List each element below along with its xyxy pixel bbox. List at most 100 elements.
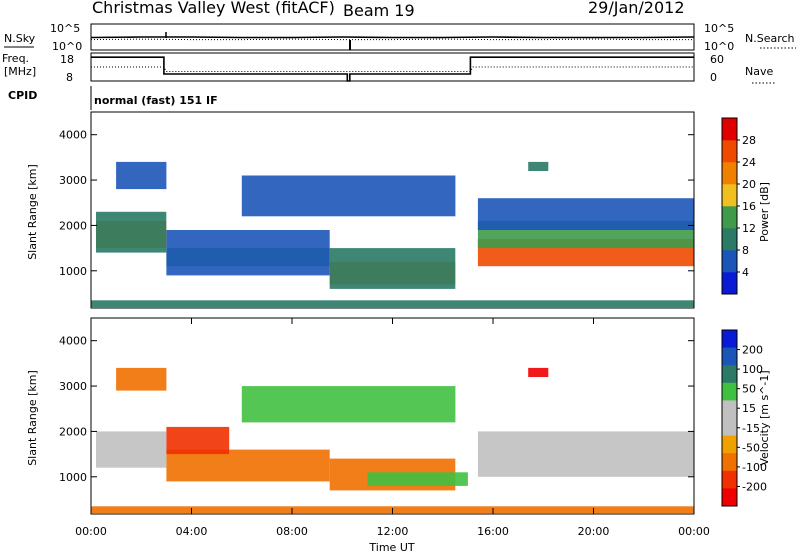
colorbar-frame <box>721 329 738 507</box>
velocity-panel-region-6 <box>241 386 456 423</box>
power-panel-region-2 <box>116 161 167 190</box>
nave-series-line <box>91 66 694 72</box>
nave-tick-bottom: 0 <box>710 71 717 84</box>
ytick-label-0: 1000 <box>59 265 87 278</box>
date-title: 29/Jan/2012 <box>588 0 685 17</box>
velocity-panel-region-7 <box>477 431 694 477</box>
colorbar-tick-label-7: -200 <box>742 480 767 493</box>
velocity-xlabel: Time UT <box>368 541 414 554</box>
xtick-label-4: 16:00 <box>477 525 509 538</box>
freq-unit: [MHz] <box>4 65 36 78</box>
velocity-panel: 1000 2000 3000 4000 00:00 04:00 08:00 12:00 16:… <box>26 317 771 554</box>
velocity-panel-region-3 <box>166 426 230 455</box>
cpid-value: normal (fast) 151 IF <box>94 94 218 107</box>
station-title: Christmas Valley West (fitACF) <box>92 0 335 17</box>
xtick-label-1: 04:00 <box>176 525 208 538</box>
colorbar-tick-label-0: 200 <box>742 344 763 357</box>
colorbar-swatch-0 <box>722 272 737 295</box>
power-panel-region-4 <box>166 230 330 276</box>
colorbar-swatch-7 <box>722 453 737 472</box>
power-colorbar: 4 8 12 16 20 24 28 <box>721 117 756 295</box>
xtick-label-2: 08:00 <box>276 525 308 538</box>
colorbar-tick-label-1: 100 <box>742 363 763 376</box>
freq-label: Freq. <box>2 52 29 65</box>
cpid-label: CPID <box>8 89 37 102</box>
freq-series-line <box>91 56 694 82</box>
nsky-series-line <box>90 36 695 39</box>
velocity-scatter <box>91 367 694 514</box>
nsearch-label: N.Search <box>745 32 795 45</box>
beam-title: Beam 19 <box>343 1 415 20</box>
power-panel-region-7 <box>241 175 456 217</box>
freq-tick-top: 18 <box>60 53 74 66</box>
velocity-ylabel: Slant Range [km] <box>26 370 39 466</box>
colorbar-swatch-6 <box>722 435 737 454</box>
nave-label: Nave <box>745 65 773 78</box>
velocity-panel-region-0 <box>96 431 167 468</box>
ytick-label-0: 1000 <box>59 471 87 484</box>
colorbar-swatch-1 <box>722 250 737 273</box>
velocity-x-axis: 00:00 04:00 08:00 12:00 16:00 20:00 00:00 <box>75 318 710 538</box>
colorbar-swatch-9 <box>722 488 737 507</box>
velocity-panel-region-2 <box>166 449 330 482</box>
power-panel-region-1 <box>96 211 167 253</box>
colorbar-tick-label-0: 4 <box>742 266 749 279</box>
colorbar-swatch-1 <box>722 347 737 366</box>
nsearch-series-line <box>90 38 694 41</box>
power-panel-region-11 <box>528 161 549 171</box>
colorbar-swatch-0 <box>722 330 737 348</box>
colorbar-swatch-5 <box>722 162 737 185</box>
colorbar-swatch-6 <box>722 140 737 163</box>
freq-panel: Freq. [MHz] 18 8 60 0 Nave <box>2 52 776 84</box>
velocity-panel-region-8 <box>528 367 549 377</box>
nave-tick-top: 60 <box>710 53 724 66</box>
power-panel: 1000 2000 3000 4000 Slant Range [km] 4 8 12 16… <box>26 111 771 309</box>
colorbar-swatch-7 <box>722 118 737 141</box>
power-scatter <box>91 161 694 308</box>
colorbar-swatch-2 <box>722 365 737 384</box>
xtick-label-6: 00:00 <box>678 525 710 538</box>
noise-tick-left-top: 10^5 <box>50 22 80 35</box>
colorbar-swatch-5 <box>722 418 737 436</box>
ytick-label-1: 2000 <box>59 219 87 232</box>
xtick-label-3: 12:00 <box>377 525 409 538</box>
velocity-panel-region-5 <box>367 472 468 486</box>
colorbar-tick-label-1: 8 <box>742 244 749 257</box>
colorbar-tick-label-5: 24 <box>742 156 756 169</box>
colorbar-swatch-3 <box>722 382 737 401</box>
power-colorbar-label: Power [dB] <box>758 182 771 242</box>
noise-panel: N.Sky 10^5 10^0 10^5 10^0 N.Search <box>4 22 796 53</box>
colorbar-swatch-4 <box>722 400 737 419</box>
colorbar-tick-label-2: 12 <box>742 222 756 235</box>
colorbar-swatch-2 <box>722 228 737 251</box>
xtick-label-5: 20:00 <box>578 525 610 538</box>
power-panel-region-10 <box>477 198 694 230</box>
colorbar-swatch-8 <box>722 470 737 489</box>
ytick-label-3: 4000 <box>59 335 87 348</box>
power-panel-frame <box>90 111 695 309</box>
power-panel-region-12 <box>91 300 694 308</box>
colorbar-tick-label-4: 20 <box>742 178 756 191</box>
power-ylabel: Slant Range [km] <box>26 164 39 260</box>
freq-tick-bottom: 8 <box>66 71 73 84</box>
colorbar-tick-label-4: -15 <box>742 422 760 435</box>
velocity-colorbar: 200 100 50 15 -15 -50 -100 -200 <box>721 329 767 507</box>
colorbar-tick-label-6: 28 <box>742 134 756 147</box>
power-panel-region-6 <box>329 248 456 289</box>
ytick-label-3: 4000 <box>59 129 87 142</box>
colorbar-tick-label-2: 50 <box>742 383 756 396</box>
noise-tick-right-top: 10^5 <box>704 22 734 35</box>
ytick-label-1: 2000 <box>59 425 87 438</box>
colorbar-tick-label-3: 16 <box>742 200 756 213</box>
colorbar-swatch-4 <box>722 184 737 207</box>
xtick-label-0: 00:00 <box>75 525 107 538</box>
velocity-y-axis: 1000 2000 3000 4000 <box>59 335 694 484</box>
colorbar-swatch-3 <box>722 206 737 229</box>
velocity-colorbar-label: Velocity [m s^-1] <box>758 370 771 465</box>
nsky-label: N.Sky <box>4 32 36 45</box>
power-y-axis: 1000 2000 3000 4000 <box>59 129 694 278</box>
ytick-label-2: 3000 <box>59 174 87 187</box>
colorbar-tick-label-3: 15 <box>742 402 756 415</box>
colorbar-tick-label-6: -100 <box>742 461 767 474</box>
